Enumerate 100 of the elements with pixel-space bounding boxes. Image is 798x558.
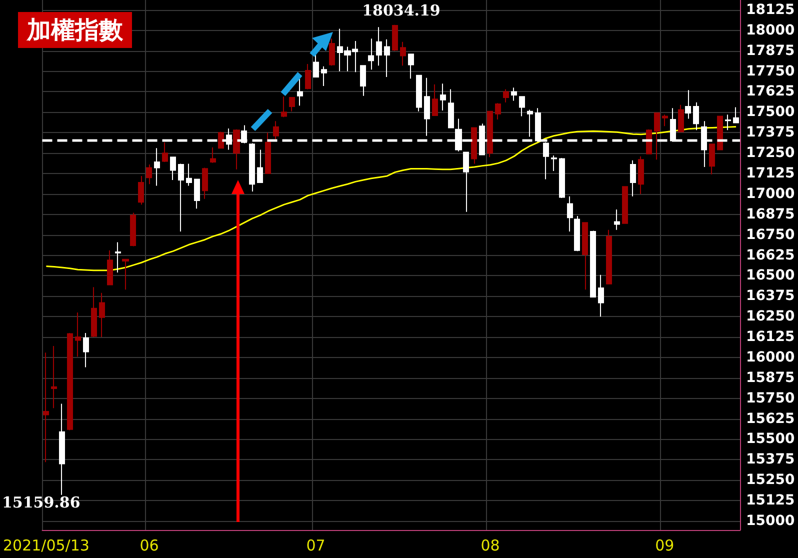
candlestick (471, 127, 477, 164)
candlestick (432, 84, 438, 116)
candlestick (551, 155, 557, 172)
candlestick (178, 163, 184, 232)
line-series (45, 126, 737, 272)
candlestick (321, 66, 327, 87)
y-tick-label: 17375 (746, 124, 795, 141)
candlestick (257, 149, 263, 183)
candlestick (170, 156, 176, 181)
y-tick-label: 15125 (746, 492, 795, 509)
candlestick (210, 146, 216, 164)
candlestick (590, 230, 596, 298)
annotation: 15159.86 (2, 494, 80, 512)
candlestick (218, 131, 224, 149)
y-tick-label: 18000 (746, 22, 795, 38)
y-tick-label: 15500 (746, 431, 795, 448)
candlestick (630, 160, 636, 197)
y-tick-label: 18125 (746, 2, 795, 18)
candlestick (400, 41, 406, 66)
candlestick (717, 116, 723, 150)
y-tick-label: 16375 (746, 288, 795, 304)
y-tick-label: 17875 (746, 42, 795, 59)
y-tick-label: 15625 (746, 410, 795, 427)
candlestick (384, 38, 390, 78)
x-tick-label: 09 (655, 536, 674, 554)
candlestick (360, 65, 366, 96)
candlestick (519, 96, 525, 117)
candlestick (107, 250, 113, 286)
candlestick (567, 196, 573, 232)
y-tick-label: 17125 (746, 166, 795, 182)
candlestick (654, 112, 660, 160)
candlestick (59, 403, 65, 496)
x-tick-label: 2021/05/13 (2, 536, 90, 554)
candlestick (329, 38, 335, 66)
y-tick-label: 15375 (746, 452, 795, 468)
candlestick (709, 144, 715, 175)
y-tick-label: 16625 (746, 247, 795, 264)
candlestick (440, 83, 446, 112)
candlestick (99, 292, 105, 338)
candlestick (678, 104, 684, 132)
candlestick (559, 157, 565, 199)
candlestick (186, 163, 192, 186)
candlestick (233, 128, 240, 170)
candlestick (273, 120, 279, 142)
candlestick (725, 114, 731, 131)
candlestick (122, 258, 129, 290)
candlestick (392, 24, 398, 52)
y-tick-label: 15000 (746, 513, 795, 530)
candlestick (91, 286, 97, 338)
x-tick-label: 08 (480, 536, 500, 554)
candlestick (646, 128, 652, 154)
candlestick (368, 38, 374, 70)
candlestick (202, 167, 208, 200)
candlestick (289, 96, 295, 112)
y-tick-label: 17000 (746, 186, 795, 202)
candlestick (162, 142, 168, 163)
y-tick-label: 16750 (746, 226, 795, 243)
y-tick-label: 15250 (746, 472, 795, 488)
candlestick (83, 332, 89, 368)
x-tick-label: 07 (306, 536, 326, 554)
x-tick-label: 06 (140, 536, 159, 554)
candlestick (416, 74, 422, 112)
candlestick (622, 186, 628, 224)
candlestick (51, 346, 57, 409)
candlestick (662, 114, 668, 127)
y-tick-label: 16250 (746, 308, 795, 325)
candlestick (75, 312, 81, 358)
candlestick (305, 63, 311, 90)
candlestick (424, 77, 430, 136)
candlestick (408, 54, 414, 80)
y-tick-label: 16000 (746, 349, 795, 366)
candlestick (146, 164, 152, 185)
candlestick (463, 152, 469, 212)
y-tick-label: 16500 (746, 268, 795, 284)
annotation: 18034.19 (362, 1, 440, 20)
candlestick (281, 96, 287, 118)
candlestick (376, 26, 382, 66)
candlestick (598, 274, 604, 318)
candlestick (614, 208, 620, 230)
candlestick (574, 216, 580, 252)
candlestick (130, 212, 136, 247)
candlestick (503, 88, 509, 103)
y-tick-label: 16875 (746, 206, 795, 222)
candlestick (138, 175, 144, 206)
candlestick (115, 242, 121, 273)
candlestick (495, 102, 501, 120)
candlestick (638, 156, 644, 194)
candlestick (67, 332, 73, 431)
candlestick (693, 102, 699, 131)
candlestick (43, 352, 49, 463)
y-tick-label: 15750 (746, 390, 795, 406)
y-tick-label: 16125 (746, 329, 795, 346)
y-tick-label: 17750 (746, 63, 795, 80)
candlestick (511, 87, 517, 102)
candlestick (265, 132, 271, 174)
candlestick (685, 90, 691, 120)
candlestick (154, 148, 160, 186)
y-tick-label: 17500 (746, 104, 795, 120)
candlestick (297, 76, 303, 106)
candlestick (733, 106, 739, 124)
